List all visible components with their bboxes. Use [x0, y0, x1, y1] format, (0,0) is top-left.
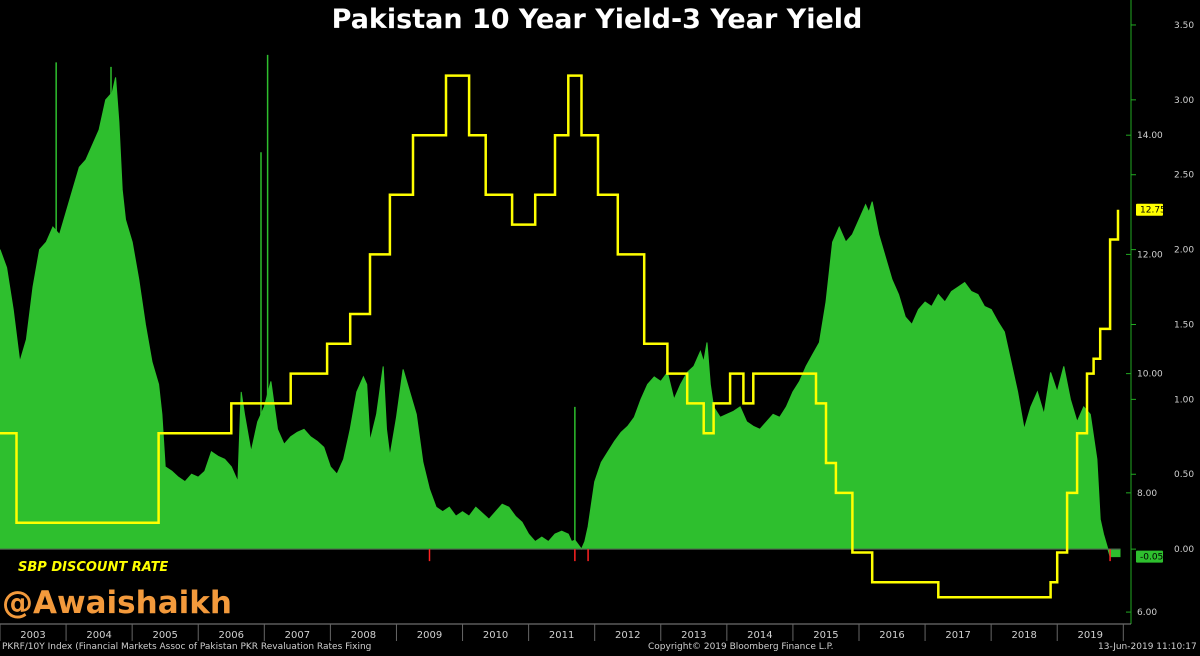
x-tick-label: 2011 — [549, 630, 574, 641]
x-tick-label: 2008 — [351, 630, 376, 641]
x-tick-label: 2012 — [615, 630, 640, 641]
footer-copyright: Copyright© 2019 Bloomberg Finance L.P. — [648, 642, 834, 652]
spread-tick-label: 2.50 — [1174, 171, 1194, 181]
x-tick-label: 2010 — [483, 630, 508, 641]
spread-tick-label: 1.00 — [1174, 395, 1194, 405]
last-value-rate-box — [1136, 203, 1163, 216]
footer-index-description: PKRF/10Y Index (Financial Markets Assoc … — [2, 642, 372, 652]
spread-tick-label: 0.00 — [1174, 545, 1194, 555]
rate-tick-label: 12.00 — [1137, 250, 1163, 260]
watermark-handle: @Awaishaikh — [2, 585, 232, 621]
rate-tick-label: 14.00 — [1137, 131, 1163, 141]
last-value-spread-box — [1136, 550, 1163, 563]
rate-tick-label: 8.00 — [1137, 489, 1157, 499]
x-tick-label: 2015 — [813, 630, 838, 641]
x-tick-label: 2009 — [417, 630, 442, 641]
spread-area — [0, 77, 1121, 558]
spread-tick-label: 3.50 — [1174, 21, 1194, 31]
spread-area-layer — [0, 54, 1121, 562]
spread-tick-label: 1.50 — [1174, 320, 1194, 330]
discount-rate-layer — [0, 74, 1120, 599]
x-tick-label: 2006 — [219, 630, 244, 641]
x-tick-label: 2005 — [152, 630, 177, 641]
chart-title: Pakistan 10 Year Yield-3 Year Yield — [331, 4, 863, 35]
spread-tick-label: 2.00 — [1174, 246, 1194, 256]
x-tick-label: 2003 — [20, 630, 45, 641]
x-tick-label: 2016 — [879, 630, 904, 641]
footer-timestamp: 13-Jun-2019 11:10:17 — [1098, 642, 1197, 652]
rate-tick-label: 10.00 — [1137, 370, 1163, 380]
x-tick-label: 2013 — [681, 630, 706, 641]
x-tick-label: 2017 — [945, 630, 970, 641]
rate-tick-label: 6.00 — [1137, 608, 1157, 618]
discount-rate-line — [0, 74, 1120, 599]
legend-discount-rate: SBP DISCOUNT RATE — [18, 560, 169, 575]
x-tick-label: 2018 — [1011, 630, 1036, 641]
spread-tick-label: 0.50 — [1174, 470, 1194, 480]
axes-layer: 0.00 0.50 1.00 1.50 2.00 2.50 3.00 3.50 6.00 8.00… — [0, 0, 1194, 641]
x-tick-label: 2007 — [285, 630, 310, 641]
x-tick-label: 2014 — [747, 630, 772, 641]
last-value-rate: 12.75 — [1140, 206, 1166, 216]
x-tick-label: 2019 — [1078, 630, 1103, 641]
x-tick-label: 2004 — [86, 630, 111, 641]
spread-tick-label: 3.00 — [1174, 96, 1194, 106]
last-value-spread: -0.05 — [1140, 553, 1163, 563]
